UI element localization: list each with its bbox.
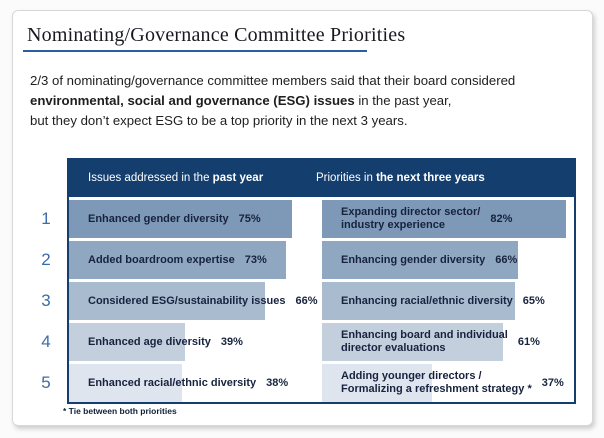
page-title: Nominating/Governance Committee Prioriti… [27,24,406,46]
column-header-past-year-bold: past year [212,172,264,184]
bar-label: Added boardroom expertise [88,253,235,266]
column-header-past-year-normal: Issues addressed in the [88,172,213,184]
bar-label: Enhanced racial/ethnic diversity [88,376,257,389]
bar-pct: 37% [541,376,564,389]
cell-past-5: Enhanced racial/ethnic diversity 38% [69,364,288,402]
bar-pct: 75% [238,212,261,225]
column-header-next-normal: Priorities in [316,172,377,184]
bar-past-1 [69,200,292,238]
bar-next-2 [322,241,518,279]
bar-pct: 39% [220,335,243,348]
bar-next-1 [322,200,566,238]
title-underline [23,50,367,52]
column-header-next-bold: the next three years [376,172,485,184]
cell-next-5: Adding younger directors / Formalizing a… [322,364,564,402]
intro-line-2: environmental, social and governance (ES… [30,91,515,111]
rank-4: 4 [41,332,51,351]
cell-past-1: Enhanced gender diversity 75% [69,200,261,238]
bar-label: Enhanced age diversity [88,335,211,348]
column-header-next-three-years: Priorities in the next three years [316,160,485,197]
bar-pct: 66% [295,294,318,307]
priorities-table: Issues addressed in the past year Priori… [67,158,576,404]
rank-2: 2 [41,250,51,269]
cell-next-4: Enhancing board and individual director … [322,323,540,361]
intro-line-1: 2/3 of nominating/governance committee m… [30,73,516,88]
bar-label: Enhancing board and individual director … [341,329,508,354]
bar-next-5 [322,364,432,402]
intro-line-2-bold: environmental, social and governance (ES… [30,93,355,108]
bar-label: Enhancing racial/ethnic diversity [341,294,513,307]
table-header-band: Issues addressed in the past year Priori… [69,160,574,197]
footnote: * Tie between both priorities [63,406,177,416]
bar-label: Adding younger directors / Formalizing a… [341,370,532,395]
bar-next-3 [322,282,515,320]
intro-line-2-rest: in the past year, [354,93,452,108]
bar-label: Enhanced gender diversity [88,212,229,225]
bar-past-5 [69,364,182,402]
rank-1: 1 [41,209,51,228]
cell-next-1: Expanding director sector/ industry expe… [322,200,512,238]
cell-next-2: Enhancing gender diversity 66% [322,241,517,279]
cell-next-3: Enhancing racial/ethnic diversity 65% [322,282,545,320]
intro-text: 2/3 of nominating/governance committee m… [30,71,515,131]
bar-pct: 38% [266,376,289,389]
bar-pct: 82% [490,212,513,225]
rank-3: 3 [41,291,51,310]
intro-line-3: but they don’t expect ESG to be a top pr… [30,113,408,128]
cell-past-4: Enhanced age diversity 39% [69,323,243,361]
bar-pct: 65% [522,294,545,307]
bar-label: Expanding director sector/ industry expe… [341,206,481,231]
bar-label: Considered ESG/sustainability issues [88,294,286,307]
bar-label: Enhancing gender diversity [341,253,486,266]
bar-past-2 [69,241,286,279]
bar-past-3 [69,282,265,320]
cell-past-3: Considered ESG/sustainability issues 66% [69,282,317,320]
rank-5: 5 [41,373,51,392]
bar-past-4 [69,323,185,361]
column-header-past-year: Issues addressed in the past year [88,160,263,197]
bar-pct: 61% [517,335,540,348]
bar-next-4 [322,323,503,361]
bar-pct: 66% [495,253,518,266]
cell-past-2: Added boardroom expertise 73% [69,241,267,279]
bar-pct: 73% [244,253,267,266]
